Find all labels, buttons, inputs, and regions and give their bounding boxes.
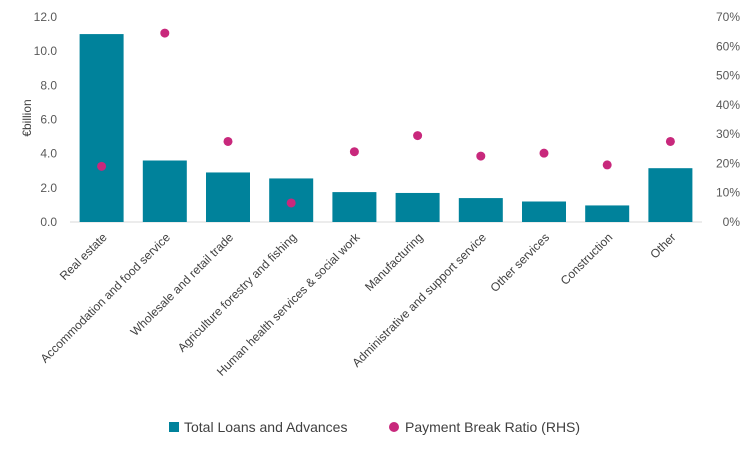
- bar: [585, 205, 630, 222]
- x-tick-label: Real estate: [57, 230, 110, 283]
- bar: [648, 168, 693, 222]
- scatter-point: [349, 147, 359, 157]
- x-tick-label: Wholesale and retail trade: [128, 230, 237, 339]
- bar: [522, 201, 566, 222]
- y2-tick-label: 70%: [716, 10, 740, 24]
- y-tick-label: 2.0: [40, 181, 57, 195]
- x-tick-label: Manufacturing: [362, 230, 426, 294]
- scatter-point: [665, 136, 675, 146]
- scatter-point: [413, 131, 423, 141]
- scatter-series: [97, 28, 675, 208]
- y-tick-label: 12.0: [34, 10, 58, 24]
- bar: [142, 160, 187, 222]
- y2-tick-label: 20%: [716, 156, 740, 170]
- scatter-point: [602, 160, 612, 170]
- x-tick-label: Agriculture forestry and fishing: [175, 230, 300, 355]
- y-axis-title: €billion: [20, 99, 34, 136]
- y2-tick-label: 60%: [716, 39, 740, 53]
- scatter-point: [476, 151, 486, 161]
- y-axis-ticks: 0.0 2.0 4.0 6.0 8.0 10.0 12.0: [34, 10, 58, 229]
- legend-label-ratio: Payment Break Ratio (RHS): [405, 419, 580, 435]
- bar: [395, 192, 440, 222]
- x-tick-label: Construction: [558, 230, 616, 288]
- bar-series: [79, 34, 693, 223]
- y-tick-label: 0.0: [40, 215, 57, 229]
- y2-tick-label: 0%: [723, 215, 741, 229]
- y-tick-label: 6.0: [40, 113, 57, 127]
- bar: [332, 192, 377, 222]
- x-tick-label: Human health services & social work: [214, 230, 363, 379]
- scatter-point: [286, 198, 296, 208]
- y2-tick-label: 40%: [716, 98, 740, 112]
- x-tick-label: Other services: [488, 230, 553, 295]
- scatter-point: [539, 148, 549, 158]
- scatter-point: [97, 161, 107, 171]
- y-tick-label: 10.0: [34, 44, 58, 58]
- scatter-point: [160, 28, 170, 38]
- y2-tick-label: 30%: [716, 127, 740, 141]
- legend-swatch-loans: [169, 422, 179, 432]
- bar: [458, 198, 503, 222]
- legend: Total Loans and Advances Payment Break R…: [169, 419, 580, 435]
- legend-label-loans: Total Loans and Advances: [184, 419, 347, 435]
- y2-tick-label: 50%: [716, 69, 740, 83]
- scatter-point: [223, 136, 233, 146]
- bar: [79, 34, 124, 223]
- x-tick-label: Accommodation and food service: [38, 230, 174, 366]
- y-tick-label: 4.0: [40, 147, 57, 161]
- y2-axis-ticks: 0% 10% 20% 30% 40% 50% 60% 70%: [716, 10, 740, 229]
- bar: [206, 172, 250, 222]
- y2-tick-label: 10%: [716, 186, 740, 200]
- y-tick-label: 8.0: [40, 78, 57, 92]
- x-tick-label: Other: [647, 230, 678, 261]
- x-tick-label: Administrative and support service: [349, 230, 489, 370]
- legend-swatch-ratio: [389, 422, 399, 432]
